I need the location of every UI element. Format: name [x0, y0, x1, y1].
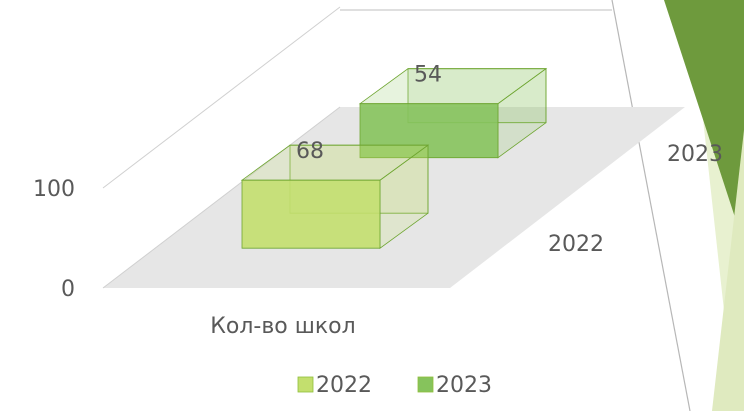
decor-line	[611, 0, 691, 411]
y-tick-label: 0	[61, 277, 75, 302]
legend-label: 2023	[436, 373, 492, 398]
x-tick-label: Кол-во школ	[210, 314, 355, 339]
y-tick-label: 100	[33, 177, 75, 202]
depth-label: 2022	[548, 232, 604, 257]
depth-label: 2023	[667, 142, 723, 167]
bar-face	[241, 179, 381, 249]
bar	[358, 67, 548, 159]
decor-shape	[664, 0, 744, 245]
value-label: 68	[296, 139, 324, 164]
decor-shape	[712, 130, 744, 411]
bar-face	[359, 103, 499, 159]
legend-label: 2022	[316, 373, 372, 398]
legend-swatch	[297, 376, 314, 393]
grid-line	[102, 6, 341, 189]
value-label: 54	[414, 63, 442, 88]
bar	[240, 144, 430, 249]
grid-line	[102, 106, 341, 289]
legend-swatch	[417, 376, 434, 393]
